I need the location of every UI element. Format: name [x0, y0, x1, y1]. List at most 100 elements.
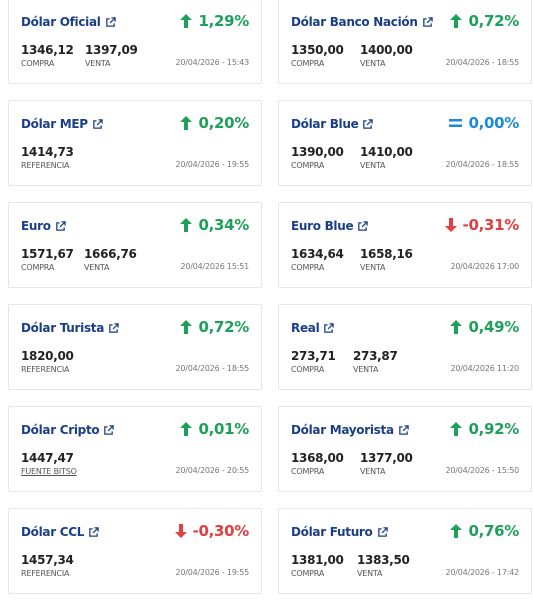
external-link-icon[interactable] [357, 220, 369, 232]
card-title-link[interactable]: Euro [21, 219, 66, 233]
timestamp: 20/04/2026 - 20:55 [175, 466, 249, 475]
card-euro-blue: Euro Blue -0,31% 1634,64 COMPRA 1658,16 … [278, 202, 532, 288]
timestamp: 20/04/2026 - 18:55 [175, 364, 249, 373]
variation-value: 0,00% [468, 114, 519, 132]
external-link-icon[interactable] [377, 526, 388, 538]
card-dolar-turista: Dólar Turista 0,72% 1820,00 REFERENCIA 2… [8, 304, 262, 390]
external-link-icon[interactable] [323, 322, 335, 334]
variation-value: 0,72% [198, 318, 249, 336]
card-title-link[interactable]: Dólar Futuro [291, 525, 388, 539]
external-link-icon[interactable] [362, 118, 374, 130]
external-link-icon[interactable] [88, 526, 99, 538]
card-dolar-ccl: Dólar CCL -0,30% 1457,34 REFERENCIA 20/0… [8, 508, 262, 594]
card-euro: Euro 0,34% 1571,67 COMPRA 1666,76 VENTA … [8, 202, 262, 288]
variation-value: 0,92% [468, 420, 519, 438]
value-compra: 1634,64 [291, 247, 344, 261]
card-title[interactable]: Dólar CCL [21, 525, 85, 539]
value-venta: 1400,00 [360, 43, 413, 57]
value-referencia: 1457,34 [21, 553, 74, 567]
value-compra: 1571,67 [21, 247, 74, 261]
card-title[interactable]: Dólar Futuro [291, 525, 373, 539]
source-link[interactable]: FUENTE BITSO [21, 467, 77, 476]
card-title-link[interactable]: Real [291, 321, 335, 335]
variation-value: 0,20% [198, 114, 249, 132]
variation-value: 0,49% [468, 318, 519, 336]
variation: 0,34% [180, 216, 249, 234]
external-link-icon[interactable] [398, 424, 409, 436]
variation: 0,00% [449, 114, 519, 132]
external-link-icon[interactable] [92, 118, 103, 130]
label-compra: COMPRA [291, 569, 325, 578]
label-compra: COMPRA [21, 263, 55, 272]
equals-icon [449, 119, 463, 127]
variation: 0,92% [450, 420, 519, 438]
card-dolar-blue: Dólar Blue 0,00% 1390,00 COMPRA 1410,00 … [278, 100, 532, 186]
value-venta: 1397,09 [85, 43, 138, 57]
card-title-link[interactable]: Dólar Oficial [21, 15, 116, 29]
timestamp: 20/04/2026 - 15:50 [445, 466, 519, 475]
card-title-link[interactable]: Dólar Cripto [21, 423, 115, 437]
external-link-icon[interactable] [422, 16, 433, 28]
value-referencia: 1414,73 [21, 145, 74, 159]
value-compra: 1346,12 [21, 43, 74, 57]
timestamp: 20/04/2026 - 19:55 [175, 160, 249, 169]
card-dolar-banco-nacion: Dólar Banco Nación 0,72% 1350,00 COMPRA … [278, 0, 532, 84]
card-title[interactable]: Dólar Turista [21, 321, 105, 335]
card-title[interactable]: Euro [21, 219, 51, 233]
label-compra: COMPRA [21, 59, 55, 68]
card-title-link[interactable]: Dólar Mayorista [291, 423, 409, 437]
value-compra: 1368,00 [291, 451, 344, 465]
label-venta: VENTA [353, 365, 379, 374]
external-link-icon[interactable] [108, 322, 119, 334]
variation: 1,29% [180, 12, 249, 30]
variation-value: -0,30% [192, 522, 250, 540]
label-compra: COMPRA [291, 263, 325, 272]
label-venta: VENTA [84, 263, 110, 272]
value-compra: 273,71 [291, 349, 336, 363]
timestamp: 20/04/2026 15:51 [180, 262, 249, 271]
card-title[interactable]: Dólar Oficial [21, 15, 101, 29]
card-title-link[interactable]: Dólar MEP [21, 117, 103, 131]
card-real: Real 0,49% 273,71 COMPRA 273,87 VENTA 20… [278, 304, 532, 390]
external-link-icon[interactable] [103, 424, 115, 436]
variation: 0,72% [180, 318, 249, 336]
timestamp: 20/04/2026 - 18:55 [445, 160, 519, 169]
label-venta: VENTA [360, 263, 386, 272]
variation: -0,31% [444, 216, 519, 234]
label-referencia: REFERENCIA [21, 569, 70, 578]
value-compra: 1390,00 [291, 145, 344, 159]
value-venta: 1658,16 [360, 247, 413, 261]
card-title[interactable]: Dólar Banco Nación [291, 15, 418, 29]
card-title[interactable]: Dólar MEP [21, 117, 88, 131]
arrow-down-icon [444, 218, 457, 232]
card-title[interactable]: Dólar Cripto [21, 423, 100, 437]
external-link-icon[interactable] [105, 16, 116, 28]
variation: 0,01% [180, 420, 249, 438]
card-title-link[interactable]: Dólar Blue [291, 117, 374, 131]
card-title[interactable]: Real [291, 321, 320, 335]
card-title[interactable]: Dólar Blue [291, 117, 359, 131]
arrow-up-icon [180, 116, 193, 130]
variation-value: 1,29% [198, 12, 249, 30]
label-compra: COMPRA [291, 161, 325, 170]
variation: -0,30% [174, 522, 250, 540]
value-venta: 1377,00 [360, 451, 413, 465]
card-title-link[interactable]: Dólar CCL [21, 525, 99, 539]
timestamp: 20/04/2026 - 19:55 [175, 568, 249, 577]
card-title[interactable]: Euro Blue [291, 219, 354, 233]
label-venta: VENTA [357, 569, 383, 578]
card-title[interactable]: Dólar Mayorista [291, 423, 394, 437]
arrow-up-icon [180, 218, 193, 232]
variation-value: 0,76% [468, 522, 519, 540]
card-title-link[interactable]: Dólar Turista [21, 321, 119, 335]
external-link-icon[interactable] [55, 220, 66, 232]
arrow-up-icon [180, 320, 193, 334]
timestamp: 20/04/2026 11:20 [450, 364, 519, 373]
arrow-up-icon [450, 422, 463, 436]
card-title-link[interactable]: Dólar Banco Nación [291, 15, 433, 29]
arrow-down-icon [174, 524, 187, 538]
arrow-up-icon [180, 422, 193, 436]
card-title-link[interactable]: Euro Blue [291, 219, 369, 233]
value-referencia: 1447,47 [21, 451, 74, 465]
arrow-up-icon [450, 14, 463, 28]
